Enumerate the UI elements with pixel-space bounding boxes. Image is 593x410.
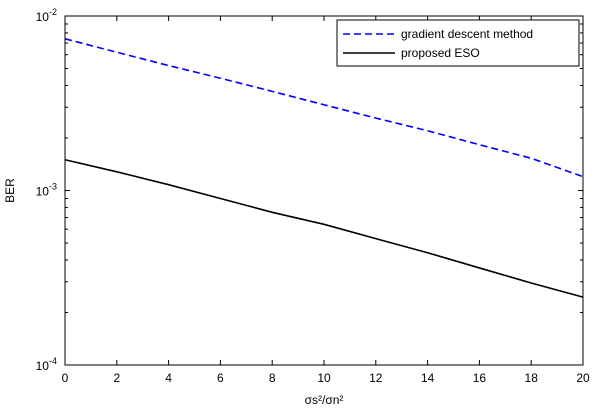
- x-tick-label: 16: [473, 371, 487, 385]
- x-tick-label: 12: [369, 371, 383, 385]
- series-line-0: [64, 38, 584, 178]
- x-tick-label: 2: [113, 371, 120, 385]
- x-tick-label: 20: [576, 371, 590, 385]
- plot-frame: [64, 15, 584, 366]
- y-tick-label: 10-4: [36, 356, 57, 373]
- legend: gradient descent method proposed ESO: [336, 19, 580, 67]
- x-tick-label: 10: [317, 371, 331, 385]
- x-tick-label: 4: [165, 371, 172, 385]
- series-line-1: [64, 158, 584, 298]
- legend-box: [336, 19, 580, 67]
- x-tick-label: 8: [269, 371, 276, 385]
- y-tick-labels: 10-2 10-3 10-4: [36, 7, 57, 373]
- x-tick-label: 14: [421, 371, 435, 385]
- series-layer: [64, 38, 584, 298]
- x-tick-label: 0: [62, 371, 69, 385]
- legend-label-gradient-descent: gradient descent method: [401, 27, 533, 41]
- y-tick-label: 10-3: [36, 182, 57, 199]
- x-tick-label: 18: [525, 371, 539, 385]
- y-tick-label: 10-2: [36, 7, 57, 24]
- legend-label-proposed-eso: proposed ESO: [401, 46, 480, 60]
- x-tick-labels: 0 2 4 6 8 10 12 14 16 18 20: [62, 371, 590, 385]
- x-tick-label: 6: [217, 371, 224, 385]
- y-axis-label: BER: [3, 178, 17, 203]
- x-axis-label: σs²/σn²: [305, 393, 344, 407]
